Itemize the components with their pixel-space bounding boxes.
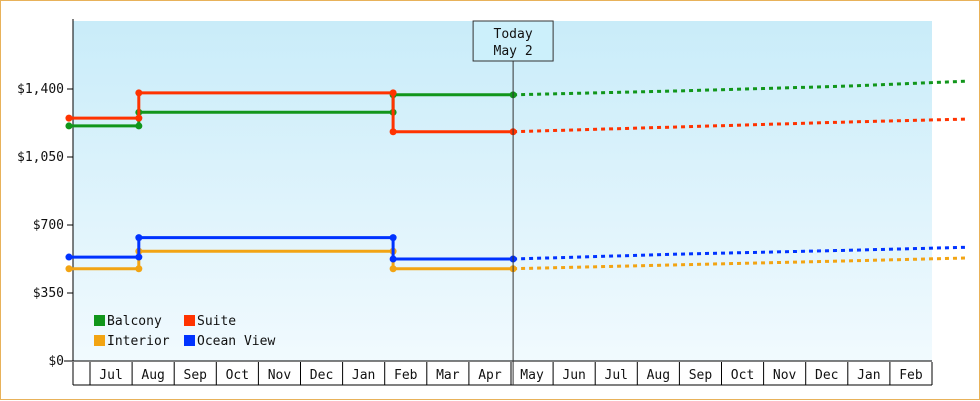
x-tick-label: Sep: [689, 368, 713, 383]
data-point-interior: [65, 265, 73, 273]
x-tick-label: Feb: [394, 368, 418, 383]
x-tick-label: Jun: [562, 368, 585, 383]
x-tick-label: Aug: [647, 368, 670, 383]
series-forecast-ocean-view: [513, 245, 966, 261]
series-line-balcony: [69, 93, 514, 128]
data-point-ocean-view: [135, 253, 143, 261]
x-tick-label: Jul: [605, 368, 628, 383]
data-point-ocean-view: [65, 253, 73, 261]
data-point-suite: [389, 128, 397, 136]
data-point-ocean-view: [389, 255, 397, 263]
legend-swatch-interior: [94, 335, 105, 346]
data-point-interior: [135, 265, 143, 273]
y-tick-label: $1,050: [17, 150, 64, 165]
plot-background: [73, 21, 932, 361]
data-point-balcony: [135, 122, 143, 130]
x-tick-label: Sep: [184, 368, 208, 383]
x-tick-label: Nov: [268, 368, 292, 383]
x-tick-label: May: [520, 368, 544, 383]
legend-swatch-balcony: [94, 315, 105, 326]
data-point-suite: [135, 114, 143, 122]
today-label: Today: [494, 27, 533, 42]
x-tick-label: Oct: [731, 368, 754, 383]
series-line-interior: [69, 249, 514, 271]
data-point-suite: [135, 89, 143, 97]
y-tick-label: $1,400: [17, 82, 64, 97]
x-tick-label: Feb: [899, 368, 923, 383]
x-tick-label: Oct: [226, 368, 249, 383]
today-date: May 2: [494, 44, 533, 59]
x-tick-label: Mar: [436, 368, 460, 383]
data-point-balcony: [65, 122, 73, 130]
x-tick-label: Dec: [310, 368, 333, 383]
data-point-interior: [389, 265, 397, 273]
series-line-suite: [69, 91, 514, 134]
y-tick-label: $700: [33, 218, 64, 233]
x-tick-label: Jan: [857, 368, 880, 383]
legend-label-suite: Suite: [197, 314, 236, 329]
x-tick-label: Aug: [141, 368, 164, 383]
data-point-suite: [389, 89, 397, 97]
y-tick-label: $350: [33, 286, 64, 301]
legend-label-balcony: Balcony: [107, 314, 162, 329]
x-tick-label: Jan: [352, 368, 375, 383]
x-tick-label: Apr: [478, 368, 502, 383]
legend-label-interior: Interior: [107, 334, 170, 349]
data-point-suite: [65, 114, 73, 122]
data-point-ocean-view: [389, 234, 397, 242]
series-line-ocean-view: [69, 236, 514, 261]
legend-label-ocean-view: Ocean View: [197, 334, 275, 349]
today-box: [472, 20, 554, 62]
series-forecast-balcony: [513, 79, 966, 97]
x-tick-label: Nov: [773, 368, 797, 383]
x-tick-label: Jul: [99, 368, 122, 383]
data-point-ocean-view: [135, 234, 143, 242]
x-tick-label: Dec: [815, 368, 838, 383]
series-forecast-interior: [513, 256, 966, 271]
legend-swatch-suite: [184, 315, 195, 326]
legend-swatch-ocean-view: [184, 335, 195, 346]
series-forecast-suite: [513, 117, 966, 134]
y-tick-label: $0: [48, 354, 64, 369]
